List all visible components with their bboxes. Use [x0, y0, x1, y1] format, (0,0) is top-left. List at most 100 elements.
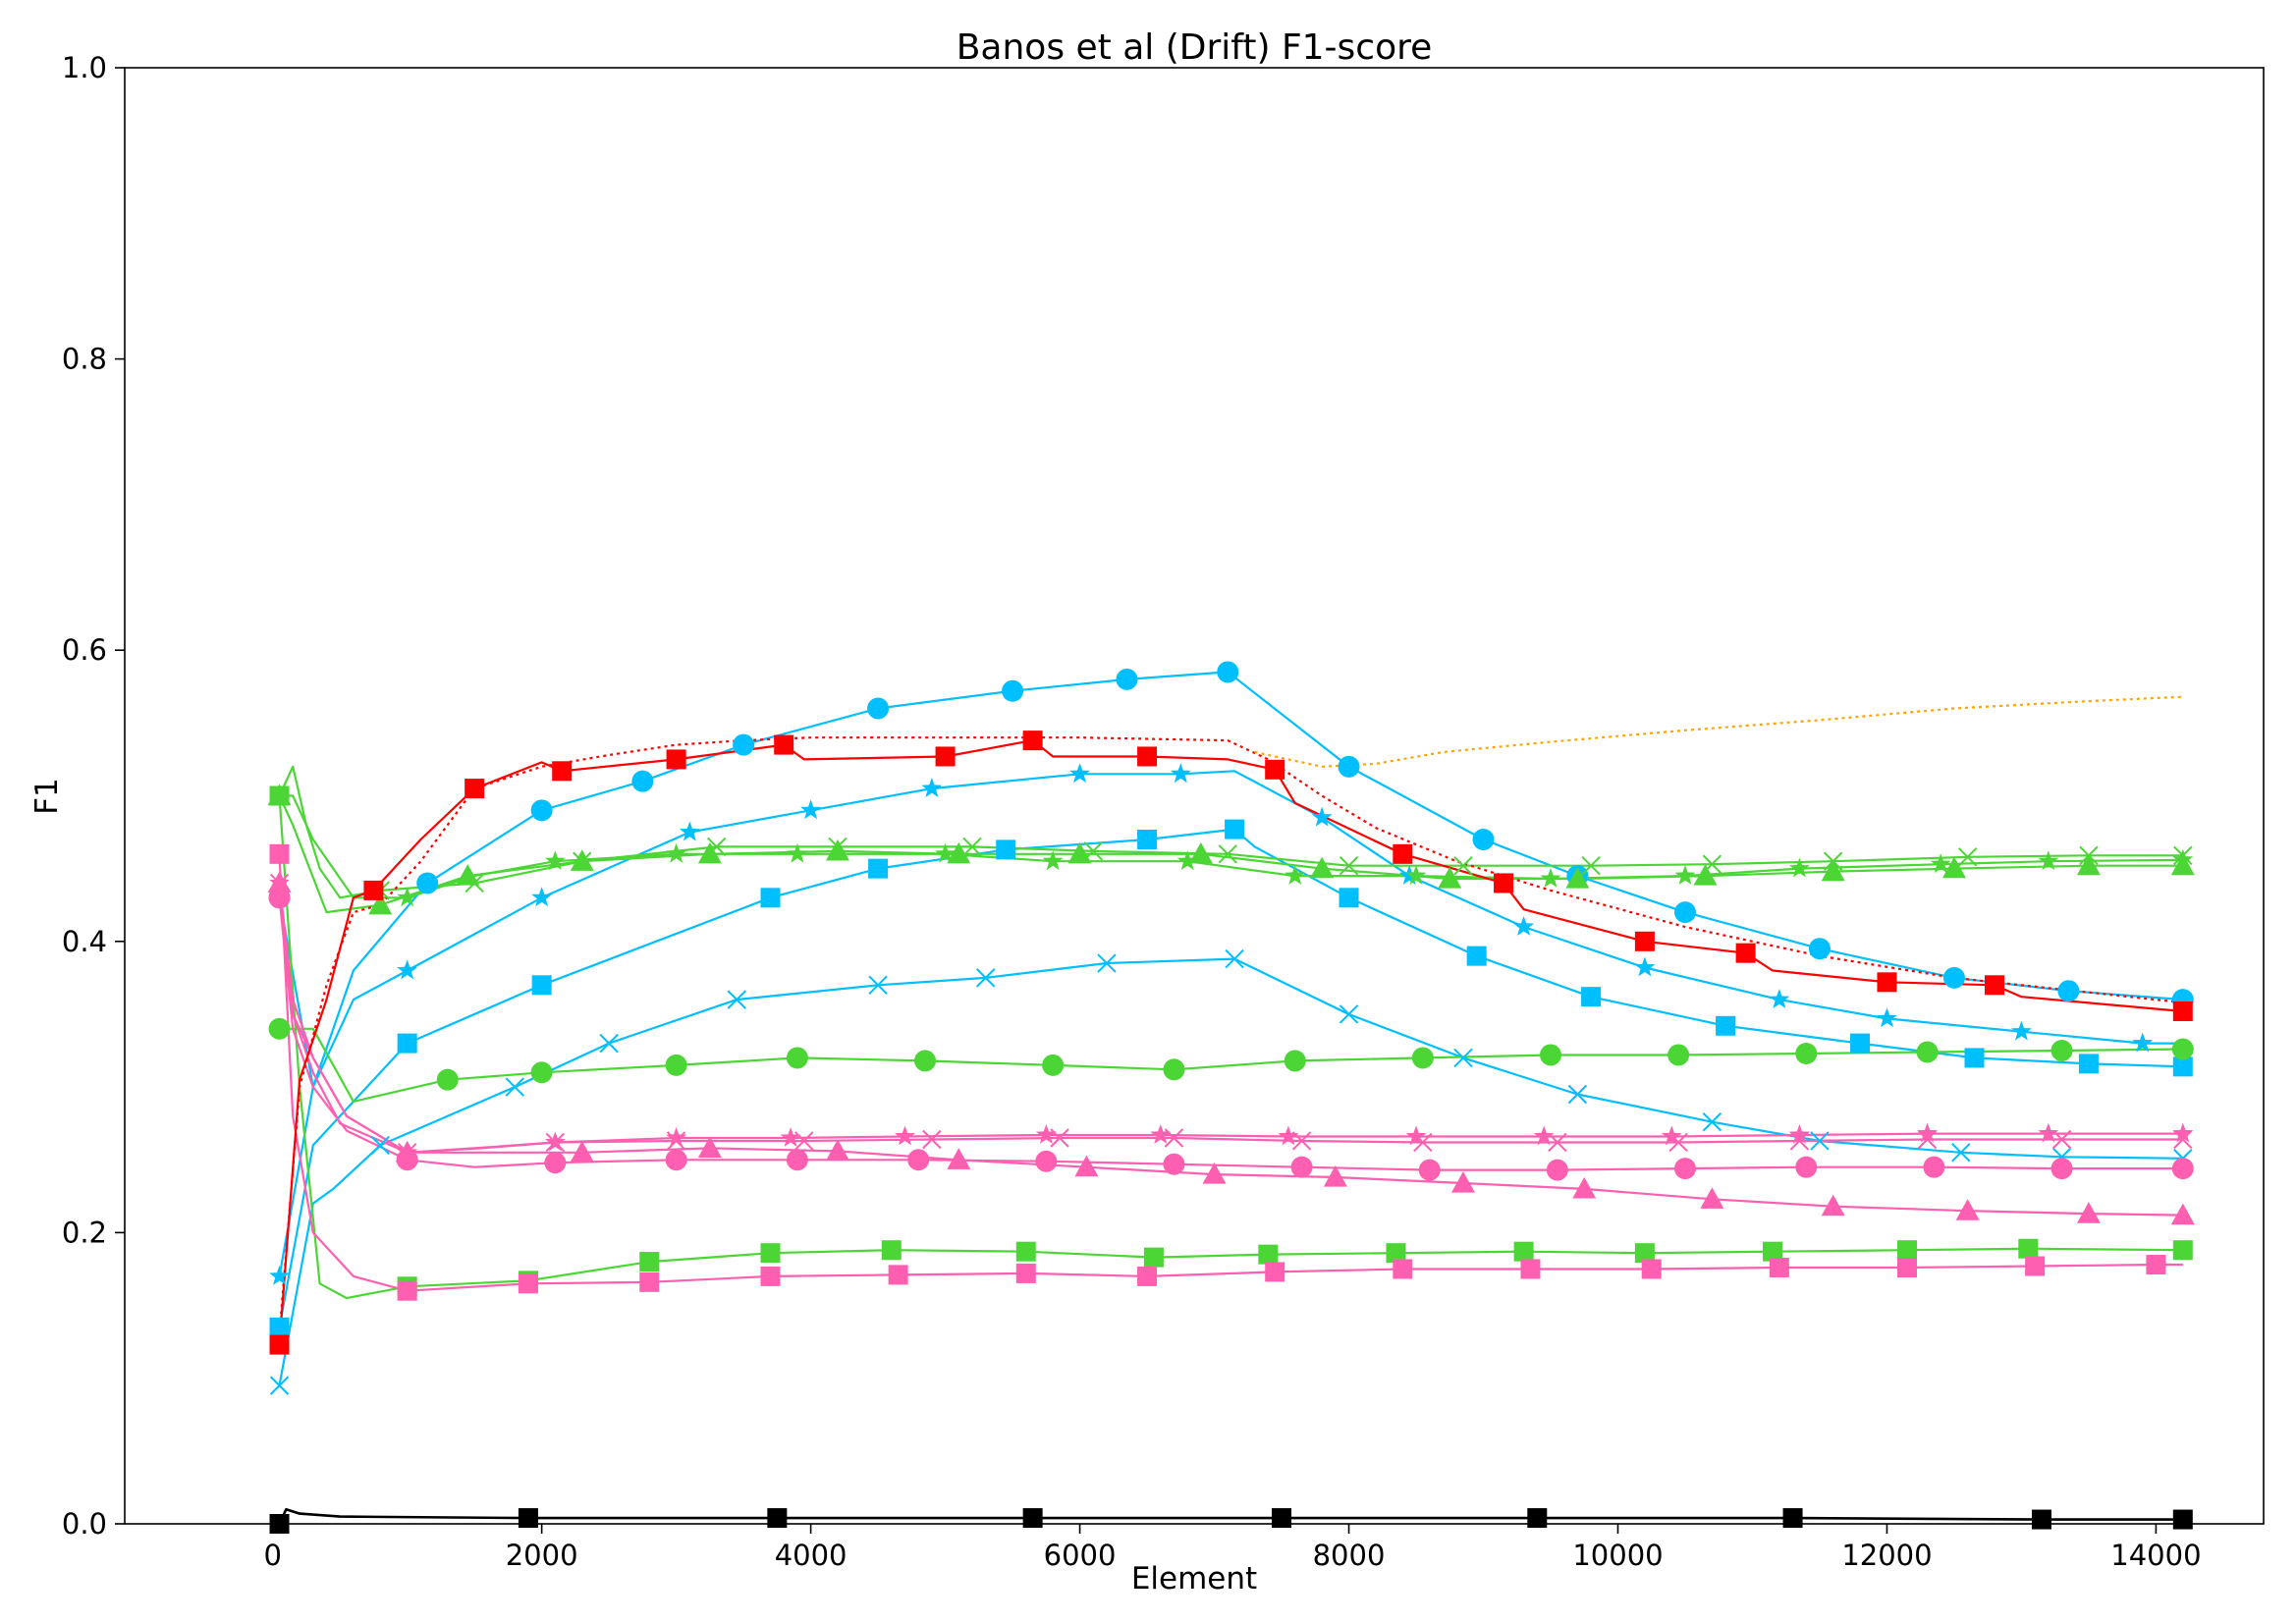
series-3-marker	[1339, 1004, 1359, 1024]
series-10-marker	[1413, 1132, 1433, 1153]
series-2-marker	[1964, 1048, 1985, 1068]
series-11-marker	[1955, 1199, 1980, 1220]
series-13-marker	[1897, 1257, 1917, 1277]
series-6-marker	[1438, 867, 1462, 889]
series-10-marker	[1548, 1132, 1567, 1153]
series-4-marker	[1581, 855, 1601, 876]
series-17-marker	[1272, 1508, 1292, 1529]
series-10-marker	[666, 1131, 686, 1151]
series-3-marker	[1702, 1111, 1722, 1132]
series-13-marker	[1769, 1257, 1789, 1277]
series-1-marker	[531, 887, 553, 907]
series-2-marker	[269, 1317, 290, 1337]
series-5-marker	[1176, 850, 1198, 871]
series-3-marker	[599, 1033, 619, 1054]
series-11-marker	[1450, 1170, 1475, 1193]
series-0-marker	[631, 770, 654, 792]
markers-group	[267, 661, 2195, 1534]
series-13-marker	[518, 1273, 538, 1294]
series-17-marker	[2172, 1509, 2193, 1530]
series-0-marker	[530, 799, 553, 822]
series-line-7	[279, 1027, 2183, 1104]
series-12-marker	[1035, 1150, 1058, 1172]
series-16-marker	[1137, 746, 1158, 767]
series-12-marker	[2171, 1158, 2194, 1180]
series-13-marker	[760, 1266, 781, 1286]
series-10-marker	[922, 1129, 942, 1150]
series-1-marker	[921, 778, 943, 797]
series-6-marker	[1693, 864, 1718, 886]
series-7-marker	[1795, 1042, 1818, 1064]
series-3-marker	[370, 1135, 390, 1156]
series-7-marker	[2171, 1038, 2194, 1060]
series-10-marker	[794, 1131, 814, 1151]
series-17-marker	[2031, 1509, 2051, 1530]
series-8-marker	[2018, 1238, 2039, 1259]
y-tick-label: 1.0	[62, 51, 107, 84]
series-13-marker	[1393, 1259, 1413, 1279]
series-10-marker	[2173, 1129, 2193, 1150]
series-13-marker	[639, 1271, 660, 1292]
series-8-marker	[1763, 1241, 1783, 1262]
series-11-marker	[570, 1140, 594, 1163]
x-tick-label: 0	[263, 1539, 281, 1572]
series-12-marker	[786, 1149, 808, 1171]
series-8-marker	[760, 1243, 781, 1264]
series-6-marker	[1067, 841, 1092, 864]
series-8-marker	[1258, 1244, 1279, 1265]
y-axis: 0.0 0.2 0.4 0.6 0.8 1.0	[62, 51, 125, 1541]
series-7-marker	[1163, 1058, 1185, 1081]
series-7-marker	[268, 1017, 291, 1040]
series-16-marker	[269, 1334, 290, 1355]
series-7-marker	[1916, 1041, 1939, 1063]
series-17-marker	[518, 1508, 538, 1529]
series-16-marker	[935, 746, 956, 767]
series-11-marker	[267, 871, 292, 893]
series-17-marker	[767, 1508, 788, 1529]
series-5-marker	[544, 850, 566, 871]
series-13-marker	[1015, 1263, 1036, 1283]
series-13-marker	[1137, 1266, 1158, 1286]
series-9-marker	[1278, 1125, 1299, 1146]
x-tick-label: 14000	[2110, 1539, 2201, 1572]
series-line-10	[278, 883, 2183, 1154]
series-16-marker	[666, 749, 686, 770]
series-12-marker	[1795, 1156, 1818, 1178]
series-2-marker	[1339, 888, 1359, 908]
series-line-11	[278, 883, 2183, 1217]
series-3-marker	[727, 990, 746, 1009]
series-3-marker	[269, 1376, 290, 1395]
series-9-marker	[895, 1125, 915, 1146]
series-12-marker	[1923, 1156, 1945, 1178]
series-0-marker	[1002, 679, 1024, 702]
series-9-marker	[2172, 1122, 2194, 1143]
series-3-marker	[868, 975, 888, 995]
series-2-marker	[531, 975, 552, 996]
series-1-marker	[1769, 989, 1790, 1008]
series-5-marker	[935, 842, 956, 863]
series-10-marker	[1917, 1129, 1938, 1150]
series-4-marker	[1339, 855, 1359, 876]
series-13-marker	[397, 1280, 417, 1301]
series-16-marker	[1393, 843, 1413, 864]
series-6-marker	[826, 839, 849, 861]
series-9-marker	[1789, 1124, 1810, 1144]
series-16-marker	[1877, 972, 1897, 993]
series-3-marker	[1453, 1048, 1473, 1068]
series-10-marker	[1789, 1131, 1810, 1151]
series-2-marker	[1466, 946, 1487, 966]
series-16-marker	[1494, 873, 1514, 893]
series-9-marker	[1917, 1122, 1938, 1143]
series-2-marker	[1716, 1015, 1736, 1036]
series-12-marker	[1546, 1159, 1568, 1181]
series-13-marker	[2146, 1255, 2166, 1275]
series-2-marker	[760, 888, 781, 908]
series-6-marker	[947, 841, 971, 864]
y-tick-label: 0.0	[62, 1507, 107, 1541]
series-4-marker	[1453, 855, 1473, 876]
series-8-marker	[1634, 1243, 1655, 1264]
series-1-marker	[800, 799, 822, 820]
series-9-marker	[1533, 1125, 1555, 1146]
series-6-marker	[570, 849, 594, 871]
series-17-marker	[1022, 1508, 1043, 1529]
